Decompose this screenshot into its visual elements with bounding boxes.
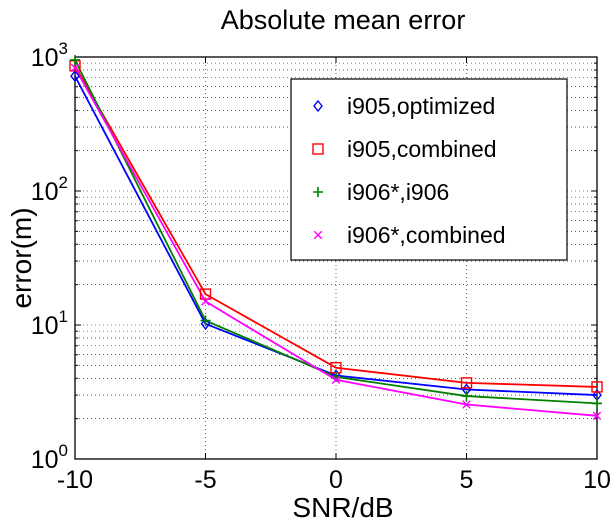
y-tick-label: 100 [31,441,68,474]
legend: i905,optimized i905,combined i906*,i906 i90… [290,78,568,261]
data-point-4 [70,63,80,73]
data-point-3 [592,398,602,409]
y-tick-label: 102 [31,173,68,206]
series-markers [69,54,603,421]
series-line-2 [74,65,598,388]
legend-entry-4: i906*,combined [347,222,506,248]
legend-marker-3 [313,187,323,197]
data-point-3 [200,315,211,326]
x-tick-label: 10 [583,466,611,494]
y-tick-label: 103 [31,39,68,72]
legend-marker-2 [312,143,324,155]
legend-entry-3: i906*,i906 [347,179,449,205]
legend-entry-2: i905,combined [347,136,497,162]
legend-entry-1: i905,optimized [347,93,495,119]
data-point-2 [460,377,473,389]
x-tick-label: -5 [194,466,216,494]
data-point-4 [462,400,471,409]
data-point-4 [331,375,341,385]
data-point-1 [70,69,80,83]
data-point-2 [591,381,603,393]
legend-marker-4 [313,230,323,240]
chart-title: Absolute mean error [221,5,466,35]
data-point-4 [592,411,602,421]
x-tick-label: 5 [460,466,474,494]
data-point-3 [461,391,472,402]
legend-marker-1 [313,99,323,113]
x-tick-label: 0 [329,466,343,494]
legend-box [290,78,568,261]
data-point-3 [70,54,80,65]
data-point-1 [200,317,211,330]
data-point-2 [199,288,212,300]
data-point-4 [201,297,210,306]
y-tick-label: 101 [31,307,68,340]
y-axis-label: error(m) [6,207,37,308]
ticks: -10 -5 0 5 10 100 101 102 103 [31,39,611,494]
x-axis-label: SNR/dB [292,492,393,523]
x-tick-label: -10 [57,466,93,494]
